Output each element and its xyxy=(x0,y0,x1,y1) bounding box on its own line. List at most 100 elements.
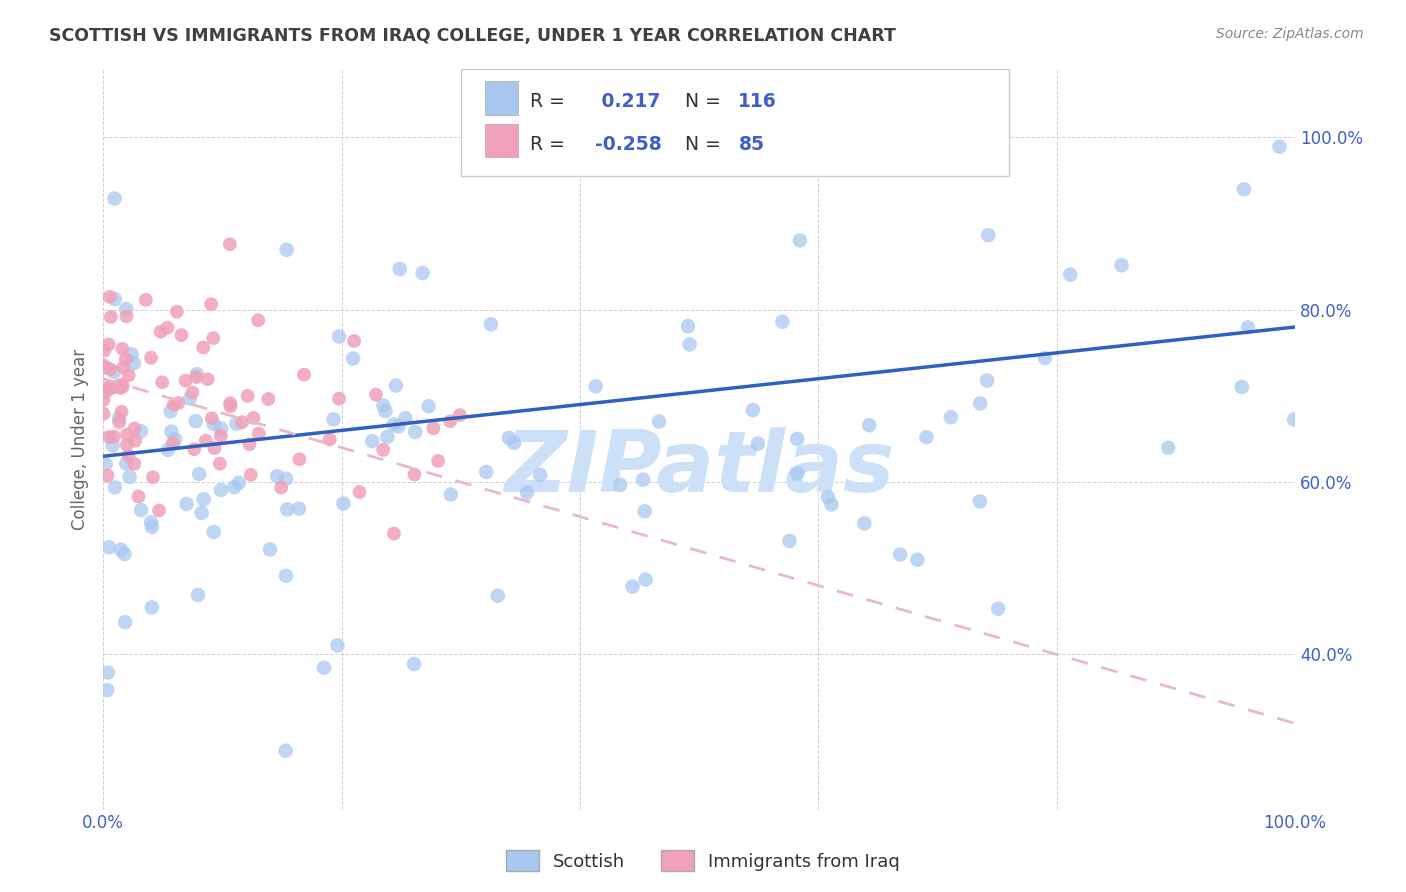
Point xyxy=(139,351,162,365)
Point xyxy=(110,542,132,557)
Point xyxy=(377,430,399,444)
Point xyxy=(124,421,146,435)
Point xyxy=(141,600,163,615)
Point xyxy=(139,516,162,530)
Point xyxy=(889,548,911,562)
Point xyxy=(209,428,232,442)
Point xyxy=(98,382,121,396)
Point xyxy=(124,434,146,448)
Point xyxy=(93,407,115,421)
Point xyxy=(288,501,311,516)
Point xyxy=(1033,351,1056,365)
Point xyxy=(181,385,204,400)
Point xyxy=(202,331,225,345)
Text: N =: N = xyxy=(685,135,721,153)
Point xyxy=(242,411,264,425)
Point xyxy=(741,403,763,417)
Point xyxy=(110,405,132,419)
Point xyxy=(418,399,440,413)
Point xyxy=(97,430,120,444)
Point xyxy=(969,396,991,410)
Point xyxy=(209,483,232,497)
Point xyxy=(976,374,998,388)
Point xyxy=(449,408,471,422)
Point xyxy=(98,290,121,304)
Point xyxy=(609,478,631,492)
Point xyxy=(100,380,122,394)
Text: N =: N = xyxy=(685,92,721,111)
Point xyxy=(374,404,396,418)
Point xyxy=(259,542,281,557)
Point xyxy=(202,524,225,539)
Text: 0.217: 0.217 xyxy=(595,92,661,111)
Point xyxy=(104,379,127,393)
Point xyxy=(247,426,270,441)
Point xyxy=(404,425,426,439)
Point xyxy=(516,485,538,500)
Point xyxy=(361,434,384,449)
FancyBboxPatch shape xyxy=(461,69,1010,176)
Point xyxy=(167,396,190,410)
Point xyxy=(292,368,315,382)
Point xyxy=(163,398,186,412)
Point xyxy=(224,480,246,494)
Point xyxy=(276,502,298,516)
Point xyxy=(387,419,409,434)
Point xyxy=(202,417,225,431)
Point xyxy=(274,744,297,758)
Point xyxy=(115,457,138,471)
Point xyxy=(118,368,141,383)
Point xyxy=(108,415,131,429)
Point xyxy=(97,337,120,351)
Point xyxy=(440,487,463,501)
Text: 85: 85 xyxy=(738,135,765,153)
Text: R =: R = xyxy=(530,135,565,153)
Point xyxy=(209,421,232,435)
Point xyxy=(270,481,292,495)
Point xyxy=(148,503,170,517)
Point xyxy=(349,485,371,500)
Point xyxy=(326,639,349,653)
Point xyxy=(93,392,115,407)
Y-axis label: College, Under 1 year: College, Under 1 year xyxy=(72,349,89,530)
Point xyxy=(124,457,146,471)
Point xyxy=(127,490,149,504)
Point xyxy=(786,432,808,446)
Point xyxy=(231,415,253,429)
Text: R =: R = xyxy=(530,92,565,111)
Point xyxy=(129,503,152,517)
Point xyxy=(193,341,215,355)
Point xyxy=(328,329,350,343)
Point xyxy=(779,533,801,548)
Text: SCOTTISH VS IMMIGRANTS FROM IRAQ COLLEGE, UNDER 1 YEAR CORRELATION CHART: SCOTTISH VS IMMIGRANTS FROM IRAQ COLLEGE… xyxy=(49,27,896,45)
Point xyxy=(238,437,260,451)
Point xyxy=(288,452,311,467)
Point xyxy=(1111,258,1133,272)
Point xyxy=(190,506,212,520)
Point xyxy=(274,568,297,582)
Point xyxy=(184,414,207,428)
Point xyxy=(402,657,425,671)
Point xyxy=(747,436,769,450)
Point xyxy=(129,425,152,439)
Point xyxy=(200,297,222,311)
Point xyxy=(907,553,929,567)
Point xyxy=(174,374,197,388)
Point xyxy=(122,356,145,370)
Point xyxy=(121,347,143,361)
Point xyxy=(228,475,250,490)
Point xyxy=(219,396,242,410)
Point xyxy=(247,313,270,327)
Point xyxy=(115,302,138,317)
Point xyxy=(503,435,526,450)
Point xyxy=(770,315,793,329)
Point xyxy=(678,337,700,351)
Point xyxy=(115,310,138,324)
Point xyxy=(170,328,193,343)
Point xyxy=(404,467,426,482)
Point xyxy=(257,392,280,406)
Point xyxy=(394,411,416,425)
Point xyxy=(114,615,136,629)
Point xyxy=(94,360,117,375)
Point xyxy=(149,325,172,339)
